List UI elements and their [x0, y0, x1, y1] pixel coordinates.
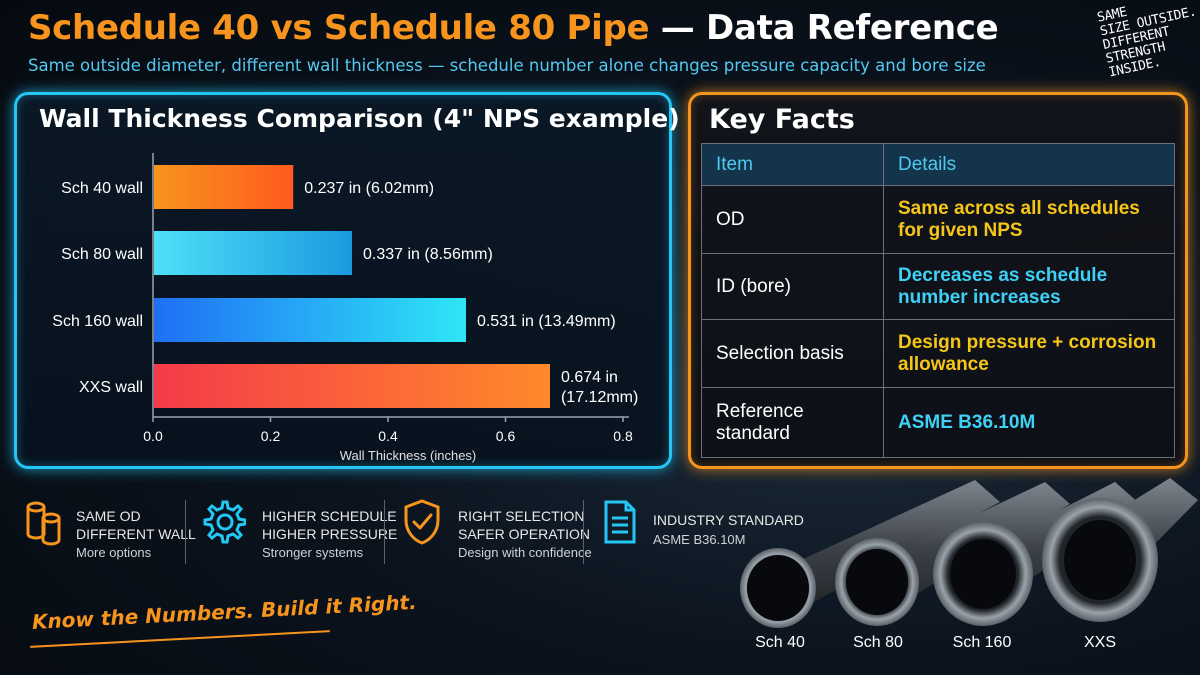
document-icon: [604, 500, 636, 544]
table-header-row: Item Details: [701, 143, 1175, 186]
row-item: OD: [701, 185, 884, 254]
key-facts-title: Key Facts: [709, 104, 855, 135]
data-label: 0.531 in (13.49mm): [477, 313, 616, 330]
key-facts-panel: Key Facts Item Details OD Same across al…: [688, 92, 1188, 469]
gear-icon: [203, 500, 246, 544]
column-header-item: Item: [701, 143, 884, 186]
category-label: XXS wall: [79, 379, 143, 396]
table-row: Selection basis Design pressure + corros…: [701, 319, 1175, 388]
divider: [384, 500, 385, 564]
key-facts-table: Item Details OD Same across all schedule…: [701, 143, 1175, 458]
chart-title: Wall Thickness Comparison (4" NPS exampl…: [39, 104, 680, 133]
table-row: OD Same across all schedules for given N…: [701, 185, 1175, 254]
bar-3: [154, 364, 550, 408]
wall-thickness-chart: Sch 40 wall 0.237 in (6.02mm) Sch 80 wall 0…: [52, 153, 638, 463]
data-label: 0.674 in (17.12mm): [561, 369, 638, 406]
cylinders-icon: [26, 501, 61, 546]
feature-right-selection: RIGHT SELECTION SAFER OPERATION Design w…: [402, 496, 592, 566]
category-label: Sch 40 wall: [61, 180, 143, 197]
bar-2: [154, 298, 466, 342]
category-label: Sch 160 wall: [52, 313, 143, 330]
row-details: Design pressure + corrosion allowance: [883, 319, 1175, 388]
shield-check-icon: [404, 499, 440, 545]
slogan-underline: [30, 630, 330, 648]
x-tick-label: 0.2: [261, 428, 281, 444]
divider: [185, 500, 186, 564]
pipe-label-sch160: Sch 160: [952, 634, 1012, 651]
row-item: Reference standard: [701, 387, 884, 458]
feature-higher-schedule: HIGHER SCHEDULE HIGHER PRESSURE Stronger…: [200, 496, 397, 566]
feature-same-od: SAME OD DIFFERENT WALL More options: [24, 496, 196, 566]
column-header-details: Details: [883, 143, 1175, 186]
pipe-label-sch80: Sch 80: [853, 634, 903, 651]
pipes-illustration: [740, 478, 1198, 628]
slogan: Know the Numbers. Build it Right.: [31, 589, 418, 634]
row-item: ID (bore): [701, 253, 884, 320]
table-row: Reference standard ASME B36.10M: [701, 387, 1175, 458]
x-tick-label: 0.0: [143, 428, 163, 444]
pipe-xxs: [1038, 478, 1198, 622]
corner-note: SAME SIZE OUTSIDE. DIFFERENT STRENGTH IN…: [1095, 4, 1198, 81]
x-axis-label: Wall Thickness (inches): [340, 448, 477, 463]
row-details: Same across all schedules for given NPS: [883, 185, 1175, 254]
divider: [583, 500, 584, 564]
bar-0: [154, 165, 294, 209]
feature-industry-standard: INDUSTRY STANDARD ASME B36.10M: [600, 496, 804, 566]
chart-panel: Sch 40 wall 0.237 in (6.02mm) Sch 80 wall 0…: [14, 92, 680, 469]
bar-1: [154, 231, 352, 275]
page-title: Schedule 40 vs Schedule 80 Pipe — Data R…: [28, 8, 999, 48]
row-item: Selection basis: [701, 319, 884, 388]
data-label: 0.337 in (8.56mm): [363, 246, 493, 263]
pipe-label-sch40: Sch 40: [755, 634, 805, 651]
table-row: ID (bore) Decreases as schedule number i…: [701, 253, 1175, 320]
pipe-label-xxs: XXS: [1083, 634, 1117, 651]
data-label: 0.237 in (6.02mm): [304, 180, 434, 197]
row-details: ASME B36.10M: [883, 387, 1175, 458]
category-label: Sch 80 wall: [61, 246, 143, 263]
x-tick-label: 0.6: [496, 428, 516, 444]
x-tick-label: 0.4: [378, 428, 398, 444]
row-details: Decreases as schedule number increases: [883, 253, 1175, 320]
x-tick-label: 0.8: [613, 428, 633, 444]
page-subtitle: Same outside diameter, different wall th…: [28, 56, 986, 75]
